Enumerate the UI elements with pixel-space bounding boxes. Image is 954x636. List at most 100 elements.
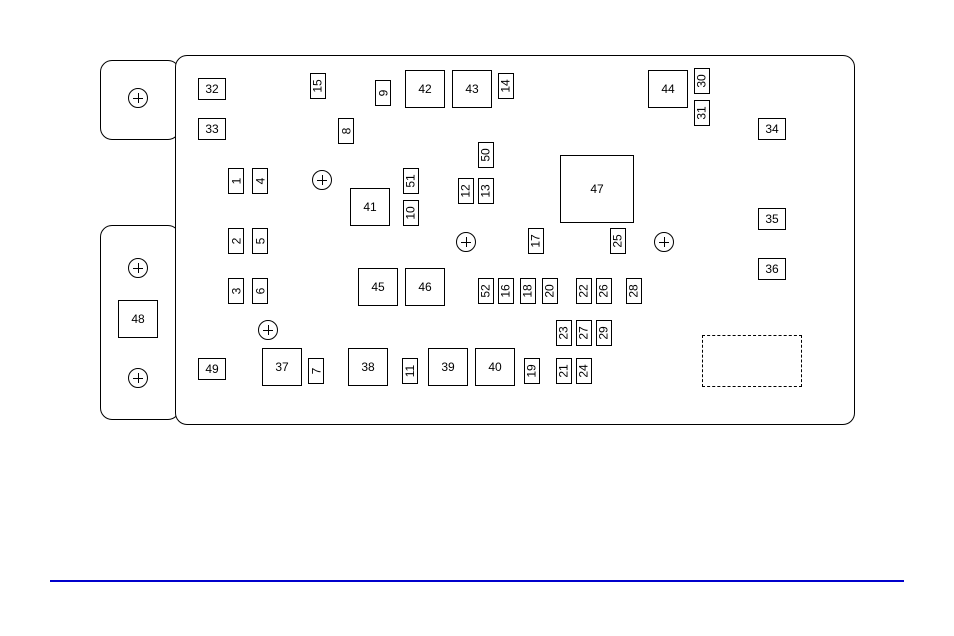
fuse-3: 3 <box>228 278 244 304</box>
fuse-label: 52 <box>480 284 492 297</box>
fuse-4: 4 <box>252 168 268 194</box>
fuse-label: 1 <box>230 178 242 185</box>
fuse-label: 17 <box>530 234 542 247</box>
fuse-30: 30 <box>694 68 710 94</box>
fuse-45: 45 <box>358 268 398 306</box>
fuse-1: 1 <box>228 168 244 194</box>
screw-icon <box>654 232 674 252</box>
fuse-42: 42 <box>405 70 445 108</box>
fuse-51: 51 <box>403 168 419 194</box>
fuse-25: 25 <box>610 228 626 254</box>
fuse-label: 21 <box>558 364 570 377</box>
fuse-label: 14 <box>500 79 512 92</box>
fuse-label: 32 <box>205 83 218 95</box>
fuse-label: 19 <box>526 364 538 377</box>
fuse-43: 43 <box>452 70 492 108</box>
fuse-label: 27 <box>578 326 590 339</box>
fuse-2: 2 <box>228 228 244 254</box>
fuse-label: 41 <box>363 201 376 213</box>
fuse-label: 39 <box>441 361 454 373</box>
footer-rule <box>50 580 904 582</box>
fuse-label: 50 <box>480 148 492 161</box>
screw-icon <box>128 368 148 388</box>
fuse-10: 10 <box>403 200 419 226</box>
fuse-16: 16 <box>498 278 514 304</box>
fuse-46: 46 <box>405 268 445 306</box>
fuse-37: 37 <box>262 348 302 386</box>
fuse-label: 48 <box>131 313 144 325</box>
fuse-label: 2 <box>230 238 242 245</box>
fuse-39: 39 <box>428 348 468 386</box>
fuse-18: 18 <box>520 278 536 304</box>
fuse-label: 6 <box>254 288 266 295</box>
fuse-20: 20 <box>542 278 558 304</box>
fuse-label: 9 <box>377 90 389 97</box>
fuse-19: 19 <box>524 358 540 384</box>
fuse-label: 51 <box>405 174 417 187</box>
fuse-40: 40 <box>475 348 515 386</box>
fuse-label: 47 <box>590 183 603 195</box>
fuse-label: 3 <box>230 288 242 295</box>
screw-icon <box>128 88 148 108</box>
fuse-33: 33 <box>198 118 226 140</box>
fuse-box-diagram: 3233159424314443031348501451121347411035… <box>0 0 954 636</box>
fuse-8: 8 <box>338 118 354 144</box>
fuse-label: 43 <box>465 83 478 95</box>
fuse-38: 38 <box>348 348 388 386</box>
screw-icon <box>128 258 148 278</box>
fuse-label: 25 <box>612 234 624 247</box>
fuse-31: 31 <box>694 100 710 126</box>
fuse-21: 21 <box>556 358 572 384</box>
fuse-44: 44 <box>648 70 688 108</box>
fuse-6: 6 <box>252 278 268 304</box>
fuse-12: 12 <box>458 178 474 204</box>
fuse-23: 23 <box>556 320 572 346</box>
fuse-26: 26 <box>596 278 612 304</box>
fuse-label: 35 <box>765 213 778 225</box>
fuse-label: 8 <box>340 128 352 135</box>
fuse-label: 40 <box>488 361 501 373</box>
fuse-13: 13 <box>478 178 494 204</box>
fuse-label: 30 <box>696 74 708 87</box>
fuse-label: 26 <box>598 284 610 297</box>
fuse-label: 42 <box>418 83 431 95</box>
fuse-41: 41 <box>350 188 390 226</box>
fuse-label: 45 <box>371 281 384 293</box>
fuse-47: 47 <box>560 155 634 223</box>
fuse-label: 15 <box>312 79 324 92</box>
fuse-label: 16 <box>500 284 512 297</box>
fuse-label: 12 <box>460 184 472 197</box>
fuse-label: 44 <box>661 83 674 95</box>
screw-icon <box>312 170 332 190</box>
fuse-29: 29 <box>596 320 612 346</box>
fuse-48: 48 <box>118 300 158 338</box>
fuse-11: 11 <box>402 358 418 384</box>
fuse-label: 18 <box>522 284 534 297</box>
fuse-label: 24 <box>578 364 590 377</box>
fuse-5: 5 <box>252 228 268 254</box>
fuse-32: 32 <box>198 78 226 100</box>
screw-icon <box>456 232 476 252</box>
fuse-label: 31 <box>696 106 708 119</box>
fuse-label: 49 <box>205 363 218 375</box>
fuse-50: 50 <box>478 142 494 168</box>
fuse-27: 27 <box>576 320 592 346</box>
fuse-24: 24 <box>576 358 592 384</box>
fuse-label: 38 <box>361 361 374 373</box>
fuse-22: 22 <box>576 278 592 304</box>
fuse-label: 46 <box>418 281 431 293</box>
fuse-7: 7 <box>308 358 324 384</box>
fuse-label: 33 <box>205 123 218 135</box>
dashed-region <box>702 335 802 387</box>
fuse-label: 20 <box>544 284 556 297</box>
fuse-label: 34 <box>765 123 778 135</box>
fuse-label: 29 <box>598 326 610 339</box>
fuse-35: 35 <box>758 208 786 230</box>
fuse-14: 14 <box>498 73 514 99</box>
fuse-36: 36 <box>758 258 786 280</box>
fuse-label: 13 <box>480 184 492 197</box>
fuse-28: 28 <box>626 278 642 304</box>
fuse-label: 5 <box>254 238 266 245</box>
screw-icon <box>258 320 278 340</box>
fuse-9: 9 <box>375 80 391 106</box>
